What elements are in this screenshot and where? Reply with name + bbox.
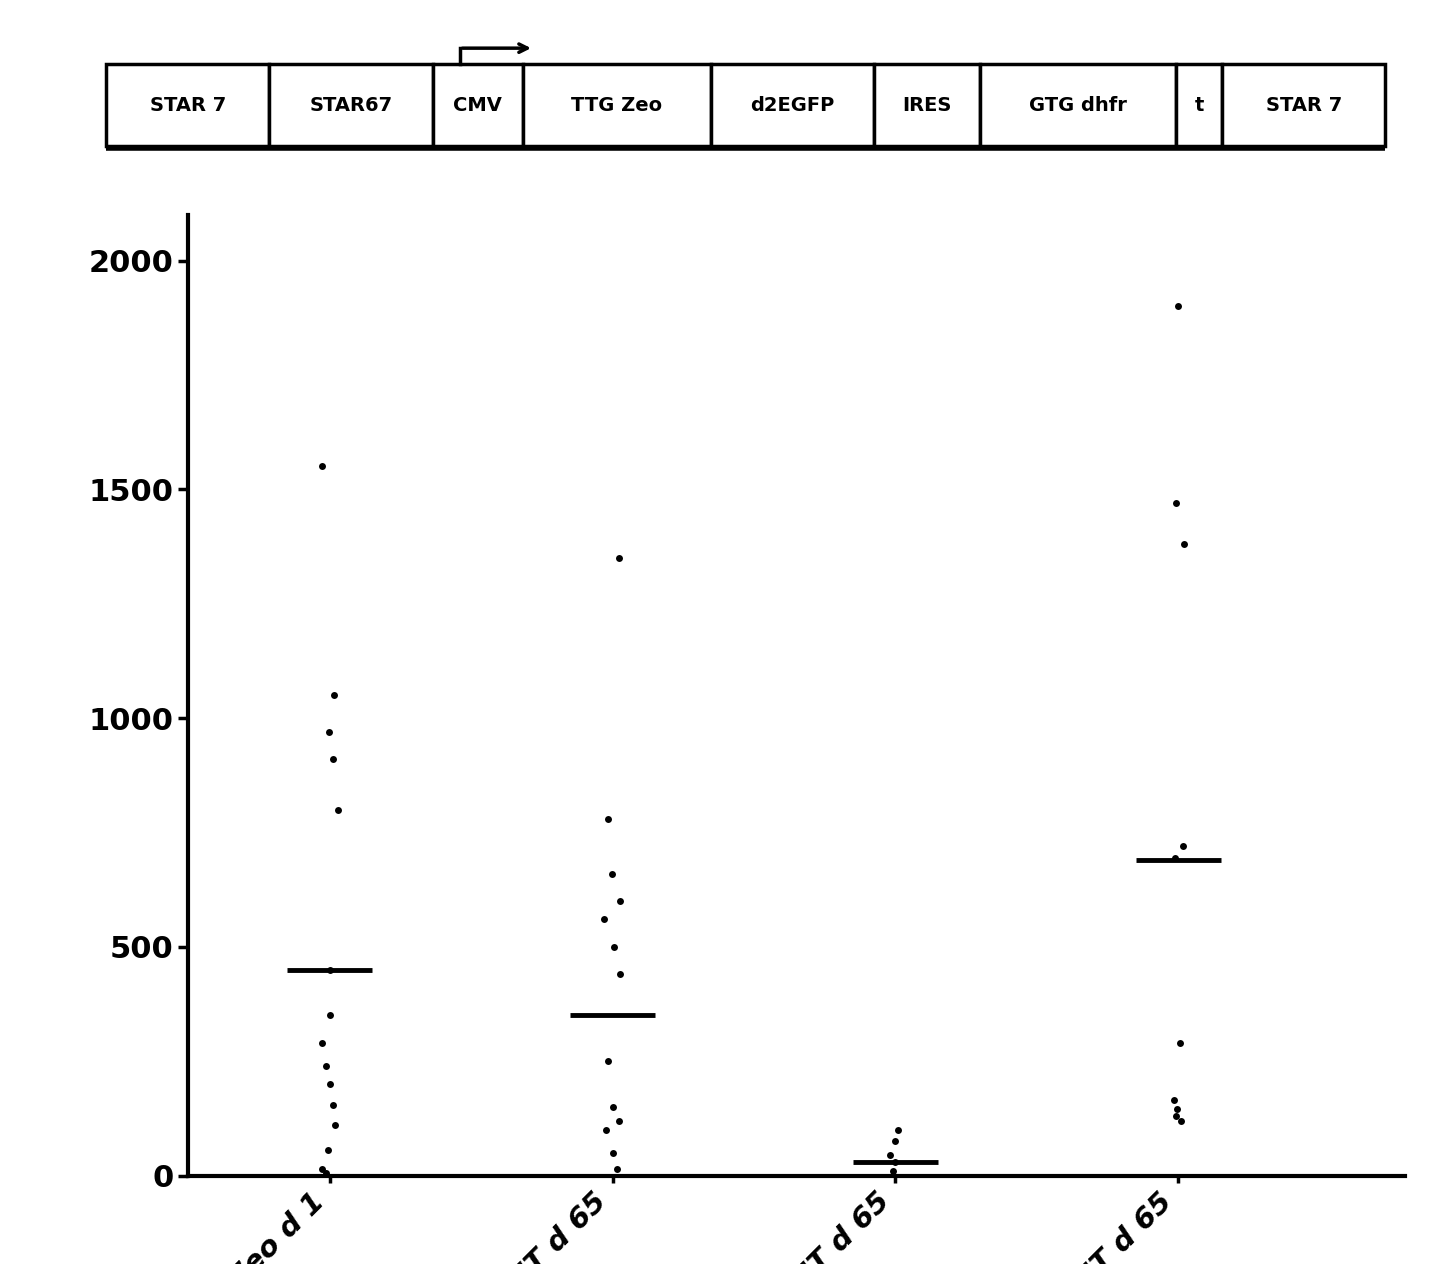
Point [599,863,623,884]
Bar [875,64,980,145]
Point [311,456,334,477]
Point [886,1120,909,1140]
Bar [1222,64,1386,145]
Point [592,909,615,929]
Text: d2EGFP: d2EGFP [750,96,834,115]
Bar [106,64,269,145]
Point [883,1131,906,1152]
Point [608,891,631,911]
Point [326,799,349,819]
Point [1173,535,1196,555]
Point [321,1095,345,1115]
Point [1169,1033,1192,1053]
Point [882,1160,905,1181]
Bar [711,64,875,145]
Point [314,1163,337,1183]
Point [601,1143,624,1163]
Point [1166,296,1189,316]
Point [879,1145,902,1165]
Bar [269,64,433,145]
Point [317,722,340,742]
Point [314,1055,337,1076]
Text: GTG dhfr: GTG dhfr [1030,96,1127,115]
Text: STAR 7: STAR 7 [1266,96,1342,115]
Bar [1176,64,1222,145]
Point [321,750,345,770]
Point [1164,847,1187,867]
Point [1163,1090,1186,1110]
Point [1164,1106,1187,1126]
Point [316,1140,339,1160]
Point [311,1159,334,1179]
Point [319,1074,342,1095]
Text: STAR67: STAR67 [310,96,392,115]
Point [595,1120,618,1140]
Point [1170,1111,1193,1131]
Point [1164,493,1187,513]
Point [605,1159,628,1179]
Point [602,937,626,957]
Point [883,1152,906,1172]
Point [597,809,620,829]
Point [602,1097,626,1117]
Point [323,1115,346,1135]
Point [608,547,631,568]
Bar [433,64,523,145]
Point [311,1033,334,1053]
Text: t: t [1195,96,1203,115]
Text: IRES: IRES [902,96,951,115]
Bar [980,64,1176,145]
Point [597,1052,620,1072]
Bar [523,64,711,145]
Point [608,1111,631,1131]
Text: TTG Zeo: TTG Zeo [571,96,662,115]
Point [319,959,342,980]
Point [1166,1100,1189,1120]
Text: STAR 7: STAR 7 [149,96,226,115]
Point [323,685,346,705]
Point [608,964,631,985]
Point [319,1005,342,1025]
Point [1171,836,1195,856]
Text: CMV: CMV [453,96,502,115]
